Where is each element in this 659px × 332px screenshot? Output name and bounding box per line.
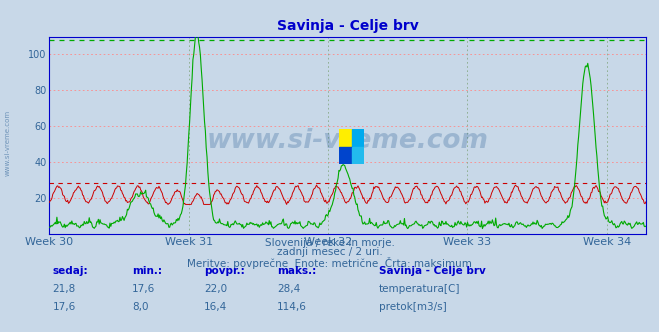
Text: www.si-vreme.com: www.si-vreme.com: [5, 110, 11, 176]
Text: 22,0: 22,0: [204, 284, 227, 294]
Text: povpr.:: povpr.:: [204, 266, 245, 276]
Text: www.si-vreme.com: www.si-vreme.com: [207, 128, 488, 154]
Text: 28,4: 28,4: [277, 284, 300, 294]
Text: Meritve: povprečne  Enote: metrične  Črta: maksimum: Meritve: povprečne Enote: metrične Črta:…: [187, 257, 472, 269]
Text: pretok[m3/s]: pretok[m3/s]: [379, 302, 447, 312]
Text: min.:: min.:: [132, 266, 162, 276]
Text: zadnji mesec / 2 uri.: zadnji mesec / 2 uri.: [277, 247, 382, 257]
Text: Savinja - Celje brv: Savinja - Celje brv: [379, 266, 486, 276]
Bar: [352, 129, 364, 147]
Text: temperatura[C]: temperatura[C]: [379, 284, 461, 294]
Text: 16,4: 16,4: [204, 302, 227, 312]
Text: maks.:: maks.:: [277, 266, 316, 276]
Text: 8,0: 8,0: [132, 302, 148, 312]
Text: 21,8: 21,8: [53, 284, 76, 294]
Text: 114,6: 114,6: [277, 302, 306, 312]
Text: 17,6: 17,6: [53, 302, 76, 312]
Title: Savinja - Celje brv: Savinja - Celje brv: [277, 19, 418, 33]
Text: sedaj:: sedaj:: [53, 266, 88, 276]
Bar: [339, 147, 352, 164]
Bar: [352, 147, 364, 164]
Bar: [339, 129, 352, 147]
Text: Slovenija / reke in morje.: Slovenija / reke in morje.: [264, 238, 395, 248]
Text: 17,6: 17,6: [132, 284, 155, 294]
